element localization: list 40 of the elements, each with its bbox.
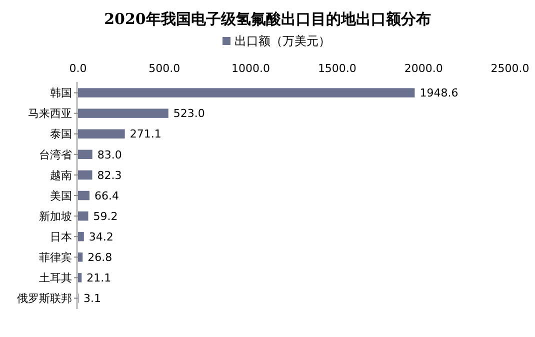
x-tick-label: 2500.0 xyxy=(490,62,530,75)
y-tick-label: 马来西亚 xyxy=(28,107,72,120)
y-tick-label: 越南 xyxy=(50,168,72,182)
bar xyxy=(78,108,168,118)
text: 34.2 xyxy=(88,230,114,244)
bar xyxy=(78,170,92,180)
y-tick-label: 泰国 xyxy=(50,128,72,141)
bar xyxy=(78,129,125,138)
text: 26.8 xyxy=(88,250,112,264)
x-tick-label: 1000.0 xyxy=(232,62,270,75)
text: 271.1 xyxy=(130,128,162,141)
bar xyxy=(78,211,88,221)
x-tick-label: 1500.0 xyxy=(318,62,356,75)
text: 21.1 xyxy=(86,272,112,285)
text: 82.3 xyxy=(97,168,122,182)
bar xyxy=(78,190,90,200)
y-tick-label: 菲律宾 xyxy=(39,250,72,264)
text: 3.1 xyxy=(84,292,102,306)
y-tick-label: 台湾省 xyxy=(39,148,72,162)
y-tick-label: 俄罗斯联邦 xyxy=(17,292,72,306)
text: 83.0 xyxy=(97,148,122,162)
x-tick-label: 500.0 xyxy=(148,62,180,75)
y-tick-label: 土耳其 xyxy=(39,272,72,285)
y-tick-label: 新加坡 xyxy=(39,210,72,223)
bar xyxy=(78,252,83,262)
bar xyxy=(78,150,92,160)
text: 66.4 xyxy=(94,189,119,202)
x-tick-label: 0.0 xyxy=(69,62,87,75)
text: 1948.6 xyxy=(420,86,458,100)
y-tick-label: 韩国 xyxy=(50,86,72,100)
chart-title: 2020年我国电子级氢氟酸出口目的地出口额分布 xyxy=(104,10,431,28)
bar xyxy=(78,273,82,282)
text: 59.2 xyxy=(93,210,118,223)
y-tick-label: 日本 xyxy=(50,230,72,244)
bar xyxy=(78,88,415,98)
text: 523.0 xyxy=(173,107,205,120)
x-tick-label: 2000.0 xyxy=(404,62,443,75)
y-tick-label: 美国 xyxy=(50,189,72,202)
bar xyxy=(78,232,84,242)
legend-label: 出口额（万美元） xyxy=(234,34,330,48)
